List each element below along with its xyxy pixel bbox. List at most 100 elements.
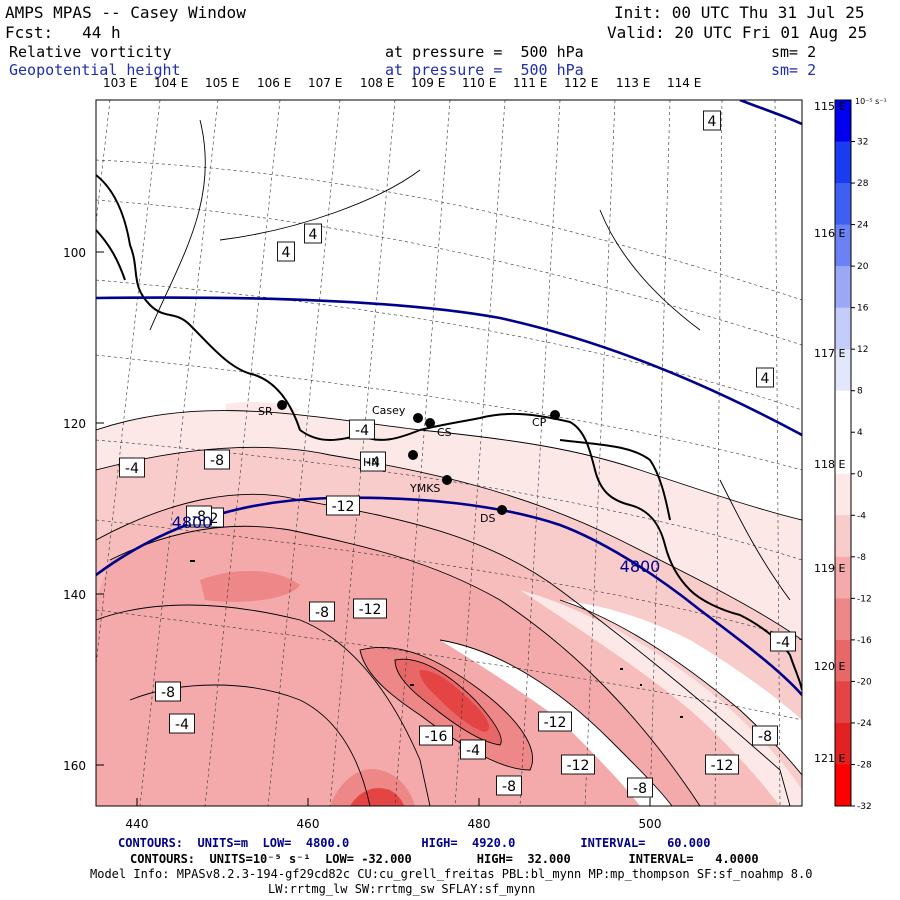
colorbar-tick-label: -32 [857,802,872,812]
svg-text:-8: -8 [161,685,175,701]
vorticity-label: -8 [186,505,212,526]
station-markers [277,400,560,515]
valid-time: Valid: 20 UTC Fri 01 Aug 25 [607,23,868,42]
svg-text:4: 4 [708,114,717,130]
field2-smoothing: sm= 2 [771,61,817,79]
colorbar-tick-label: -8 [857,553,866,563]
colorbar-tick-label: 32 [857,138,868,148]
left-axis-label: 120 [63,417,86,431]
forecast-hour: Fcst: 44 h [5,23,121,42]
top-lon-label: 114 E [667,76,702,90]
right-lon-label: 119 E [814,562,845,575]
station-label: CS [437,426,452,439]
vorticity-shading [96,402,802,806]
colorbar-tick-label: 16 [857,304,869,314]
colorbar-tick-label: -16 [857,636,872,646]
right-lon-label: 115 E [814,100,845,113]
colorbar-tick-label: -4 [857,511,866,521]
svg-text:-4: -4 [366,455,380,471]
svg-text:-16: -16 [425,729,448,745]
vorticity-label: -16 [419,725,453,746]
colorbar-segment [835,556,851,599]
vorticity-label: -4 [770,631,796,652]
colorbar-tick-label: -12 [857,594,872,604]
colorbar-segment [835,307,851,350]
vorticity-label: 4 [277,241,295,262]
vorticity-label: -8 [627,777,653,798]
colorbar-tick-label: 8 [857,387,863,397]
vorticity-labels: 4444-4-4-4-8-12-12-12-8-12-8-4-8-4-16-12… [119,110,796,798]
islands [190,560,683,718]
left-axis-label: 140 [63,588,86,602]
vorticity-label: -4 [169,713,195,734]
svg-text:4: 4 [761,371,770,387]
colorbar-segment [835,100,851,143]
colorbar-tick-label: 12 [857,345,868,355]
height-contour-label: 4800 [620,557,661,576]
vorticity-label: -8 [155,681,181,702]
colorbar-tick-label: -28 [857,760,872,770]
bottom-axis-label: 480 [468,817,491,831]
station-label: YMKS [409,482,440,495]
colorbar-segment [835,598,851,641]
top-lon-label: 112 E [564,76,599,90]
height-labels: 4800 4800 [172,513,661,576]
vorticity-label: -12 [353,598,387,619]
top-lon-label: 107 E [308,76,343,90]
svg-text:-12: -12 [359,602,382,618]
svg-text:-8: -8 [210,453,224,469]
station-marker-hn [408,450,418,460]
svg-text:4: 4 [282,245,291,261]
field1-name: Relative vorticity [9,43,172,61]
coastline [96,174,802,691]
colorbar-segment [835,183,851,226]
svg-text:-4: -4 [355,423,369,439]
station-label: CP [532,416,547,429]
station-label: SR [258,405,273,418]
station-label: HN [363,456,380,469]
model-info: Model Info: MPASv8.2.3-194-gf29cd82c CU:… [90,867,813,881]
vorticity-label: -12 [561,754,595,775]
vorticity-label: -8 [309,601,335,622]
field1-level: at pressure = 500 hPa [385,43,584,61]
colorbar-segment [835,224,851,267]
colorbar-tick-label: 20 [857,262,869,272]
top-lon-label: 110 E [462,76,497,90]
colorbar-segment [835,432,851,475]
field2-name: Geopotential height [9,61,181,79]
svg-text:-4: -4 [175,717,189,733]
colorbar-tick-label: 4 [857,428,863,438]
station-marker-ds [497,505,507,515]
bottom-axis-label: 460 [297,817,320,831]
vorticity-label: -4 [460,739,486,760]
right-lon-label: 121 E [814,752,845,765]
svg-text:-8: -8 [315,605,329,621]
svg-text:-4: -4 [466,743,480,759]
station-marker-ymks [442,475,452,485]
height-contour-info: CONTOURS: UNITS=m LOW= 4800.0 HIGH= 4920… [118,836,711,850]
station-marker-cs [425,418,435,428]
colorbar-segment [835,473,851,516]
vorticity-contour-info: CONTOURS: UNITS=10⁻⁵ s⁻¹ LOW= -32.000 HI… [130,852,759,866]
vorticity-label: -4 [349,419,375,440]
right-lon-label: 117 E [814,347,845,360]
vorticity-label: 4 [756,367,774,388]
right-lon-label: 120 E [814,660,845,673]
vorticity-label: 4 [703,110,721,131]
model-info-line2: LW:rrtmg_lw SW:rrtmg_sw SFLAY:sf_mynn [268,882,536,896]
vorticity-label: -8 [752,725,778,746]
colorbar-frame [834,99,852,807]
top-lon-label: 105 E [205,76,240,90]
top-lon-label: 113 E [616,76,651,90]
colorbar-segment [835,764,851,807]
svg-text:-12: -12 [544,715,567,731]
vorticity-label: -8 [204,449,230,470]
top-lon-label: 109 E [411,76,446,90]
svg-text:-4: -4 [125,461,139,477]
colorbar-segment [835,141,851,184]
svg-text:-12: -12 [567,758,590,774]
top-lon-label: 108 E [360,76,395,90]
field1-smoothing: sm= 2 [771,43,817,61]
colorbar-tick-label: 0 [857,470,863,480]
